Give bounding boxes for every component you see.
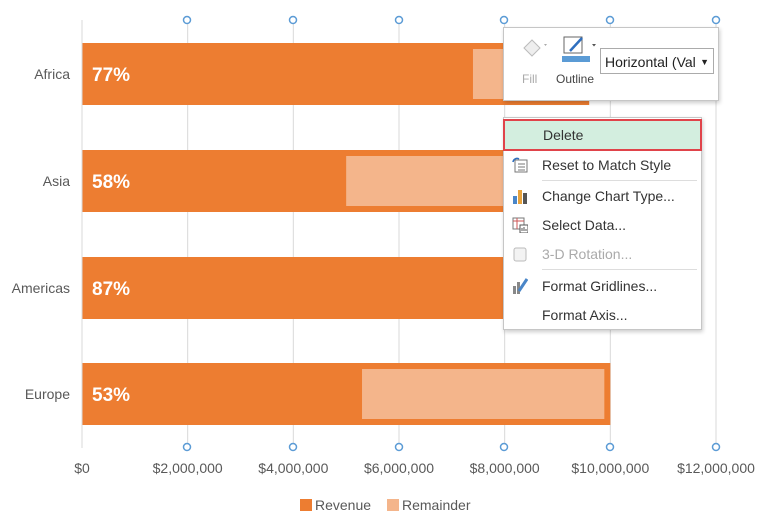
selection-handle	[711, 15, 721, 25]
cube-icon	[513, 247, 527, 262]
category-label: Americas	[12, 280, 70, 296]
legend-swatch	[300, 499, 312, 511]
legend-swatch	[387, 499, 399, 511]
format-brush-icon	[513, 278, 528, 294]
data-label: 87%	[92, 279, 130, 300]
selection-handle	[288, 15, 298, 25]
pen-outline-icon	[562, 36, 596, 62]
x-tick-label: $0	[74, 460, 90, 476]
data-label: 77%	[92, 65, 130, 86]
menu-separator	[542, 269, 697, 270]
x-tick-label: $8,000,000	[470, 460, 540, 476]
menu-item-label: Reset to Match Style	[542, 157, 672, 173]
menu-item-label: Delete	[543, 127, 584, 143]
legend-label: Remainder	[402, 497, 471, 513]
chart-element-dropdown[interactable]: Horizontal (Val ▼	[600, 48, 714, 74]
fill-label: Fill	[522, 72, 538, 86]
menu-item-label: Format Axis...	[542, 307, 628, 323]
menu-item-select-data[interactable]: Select Data...	[504, 211, 701, 239]
menu-item-label: Select Data...	[542, 217, 627, 233]
menu-item-change-chart-type[interactable]: Change Chart Type...	[504, 182, 701, 210]
data-label: 58%	[92, 172, 130, 193]
category-label: Africa	[34, 66, 70, 82]
menu-separator	[542, 180, 697, 181]
menu-item-format-axis[interactable]: Format Axis...	[504, 301, 701, 329]
x-tick-label: $10,000,000	[571, 460, 649, 476]
data-label: 53%	[92, 385, 130, 406]
reset-style-icon	[512, 157, 528, 173]
remainder-bar	[362, 369, 605, 419]
menu-item-label: 3-D Rotation...	[542, 246, 633, 262]
outline-label: Outline	[556, 72, 595, 86]
menu-item-reset-style[interactable]: Reset to Match Style	[504, 151, 701, 179]
outline-button[interactable]	[560, 34, 600, 69]
x-tick-label: $4,000,000	[258, 460, 328, 476]
selection-handle	[394, 15, 404, 25]
selection-handle	[499, 442, 509, 452]
category-label: Asia	[43, 173, 70, 189]
selection-handle	[394, 442, 404, 452]
legend-label: Revenue	[315, 497, 371, 513]
mini-toolbar: Fill Outline Horizontal (Val ▼	[503, 27, 719, 101]
selection-handle	[605, 15, 615, 25]
category-label: Europe	[25, 386, 70, 402]
selection-handle	[605, 442, 615, 452]
selection-handle	[499, 15, 509, 25]
x-tick-label: $12,000,000	[677, 460, 755, 476]
selection-handle	[182, 15, 192, 25]
selection-handle	[182, 442, 192, 452]
select-data-icon	[512, 217, 528, 233]
selection-handle	[711, 442, 721, 452]
selection-handle	[288, 442, 298, 452]
menu-item-format-gridlines[interactable]: Format Gridlines...	[504, 272, 701, 300]
revenue-bar	[82, 257, 569, 319]
chart-element-value: Horizontal (Val	[605, 54, 696, 70]
menu-item-delete[interactable]: Delete	[503, 119, 702, 151]
x-tick-label: $2,000,000	[153, 460, 223, 476]
menu-item-label: Format Gridlines...	[542, 278, 658, 294]
chevron-down-icon: ▼	[700, 57, 709, 67]
bar-chart-icon	[513, 190, 527, 204]
menu-item-label: Change Chart Type...	[542, 188, 675, 204]
context-menu: Delete Reset to Match Style Change Chart…	[503, 117, 702, 330]
fill-button[interactable]	[518, 34, 552, 67]
menu-item-3d-rotation: 3-D Rotation...	[504, 240, 701, 268]
remainder-bar	[346, 156, 531, 206]
x-tick-label: $6,000,000	[364, 460, 434, 476]
paint-bucket-icon	[523, 39, 547, 57]
